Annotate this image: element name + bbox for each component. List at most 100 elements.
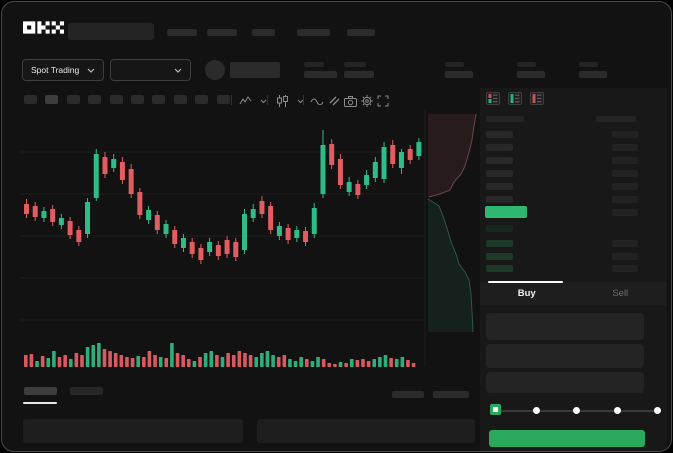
market-type-label: Spot Trading — [31, 65, 80, 75]
total-input[interactable] — [486, 372, 644, 393]
bottom-table-placeholder — [23, 419, 243, 443]
book-price — [486, 170, 513, 177]
fullscreen-icon[interactable] — [375, 94, 390, 108]
book-amount — [612, 265, 638, 272]
stat-value — [445, 71, 473, 78]
toolbar-divider — [231, 95, 232, 105]
bottom-tab-active[interactable] — [24, 387, 57, 395]
market-type-selector[interactable]: Spot Trading — [22, 59, 104, 81]
timeframe-button[interactable] — [152, 95, 166, 104]
slider-stop[interactable] — [613, 407, 621, 414]
okx-logo — [23, 21, 64, 34]
book-price — [486, 196, 513, 203]
active-tab-indicator — [488, 281, 563, 283]
nav-item[interactable] — [347, 29, 375, 36]
camera-icon[interactable] — [343, 94, 358, 108]
chevron-down-icon — [174, 68, 182, 73]
order-book-bid-row[interactable] — [480, 263, 667, 275]
book-col-header-price — [486, 116, 524, 122]
chevron-down-icon[interactable] — [293, 94, 308, 108]
stat-label — [344, 62, 366, 67]
nav-item[interactable] — [297, 29, 330, 36]
book-price — [486, 183, 513, 190]
timeframe-button[interactable] — [216, 95, 230, 104]
order-book-ask-row[interactable] — [480, 194, 667, 206]
timeframe-button[interactable] — [131, 95, 144, 104]
timeframe-button[interactable] — [24, 95, 37, 104]
nav-item[interactable] — [167, 29, 197, 36]
stat-value — [344, 71, 374, 78]
book-amount — [612, 240, 638, 247]
trade-tabs: Buy Sell — [480, 281, 667, 305]
timeframe-button[interactable] — [45, 95, 59, 104]
stat-label — [579, 62, 598, 67]
search-input[interactable] — [68, 23, 154, 40]
stat-label — [445, 62, 464, 67]
last-price-badge — [485, 206, 527, 218]
order-book-ask-row[interactable] — [480, 168, 667, 180]
nav-item[interactable] — [252, 29, 275, 36]
draw-parallel-icon[interactable] — [327, 94, 342, 108]
book-amount — [612, 144, 638, 151]
stat-label — [304, 62, 324, 67]
toolbar-divider — [303, 95, 304, 105]
bottom-action[interactable] — [392, 391, 424, 398]
slider-stop[interactable] — [654, 407, 661, 414]
book-price — [486, 225, 513, 232]
slider-handle[interactable] — [490, 404, 501, 415]
line-chart-icon[interactable] — [238, 94, 253, 108]
book-price — [486, 265, 513, 272]
coin-avatar — [205, 60, 225, 80]
slider-stop[interactable] — [532, 407, 540, 414]
timeframe-button[interactable] — [88, 95, 102, 104]
stat-label — [517, 62, 536, 67]
book-bids-view-icon[interactable] — [508, 92, 522, 105]
nav-item[interactable] — [207, 29, 237, 36]
book-price — [486, 157, 513, 164]
book-price — [486, 253, 513, 260]
book-amount — [612, 170, 638, 177]
bottom-action[interactable] — [433, 391, 469, 398]
order-book-bid-row[interactable] — [480, 238, 667, 250]
order-book-ask-row[interactable] — [480, 142, 667, 154]
order-book-ask-row[interactable] — [480, 155, 667, 167]
timeframe-button[interactable] — [109, 95, 123, 104]
candlestick-chart-canvas[interactable] — [20, 110, 480, 376]
book-price — [486, 144, 513, 151]
buy-submit-button[interactable] — [489, 430, 645, 447]
stat-value — [517, 71, 545, 78]
tab-buy[interactable]: Buy — [480, 281, 574, 305]
order-book-ask-row[interactable] — [480, 181, 667, 193]
pair-selector[interactable] — [110, 59, 191, 81]
toolbar-divider — [267, 95, 268, 105]
last-price-row[interactable] — [480, 206, 667, 219]
order-book-bid-row[interactable] — [480, 251, 667, 263]
trade-sidebar: Buy Sell — [480, 88, 667, 451]
timeframe-button[interactable] — [195, 95, 209, 104]
bottom-table-placeholder — [257, 419, 475, 443]
settings-gear-icon[interactable] — [359, 94, 374, 108]
book-amount — [612, 253, 638, 260]
book-col-header-amount — [596, 116, 636, 122]
order-book-bid-row[interactable] — [480, 223, 667, 235]
book-asks-view-icon[interactable] — [530, 92, 544, 105]
chevron-down-icon[interactable] — [256, 94, 271, 108]
timeframe-button[interactable] — [66, 95, 80, 104]
order-book-ask-row[interactable] — [480, 129, 667, 141]
price-chart[interactable] — [20, 110, 480, 376]
slider-stop[interactable] — [573, 407, 580, 414]
book-price — [486, 240, 513, 247]
pair-name-placeholder — [230, 62, 280, 78]
timeframe-button[interactable] — [173, 95, 187, 104]
price-input[interactable] — [486, 313, 644, 340]
amount-input[interactable] — [486, 344, 644, 368]
stat-value — [304, 71, 337, 78]
bottom-tab-underline — [23, 402, 57, 404]
indicator-wave-icon[interactable] — [309, 94, 324, 108]
bottom-tab[interactable] — [70, 387, 103, 395]
book-amount — [612, 131, 638, 138]
candles-icon[interactable] — [275, 94, 290, 108]
tab-sell[interactable]: Sell — [612, 288, 629, 299]
book-both-view-icon[interactable] — [486, 92, 500, 105]
